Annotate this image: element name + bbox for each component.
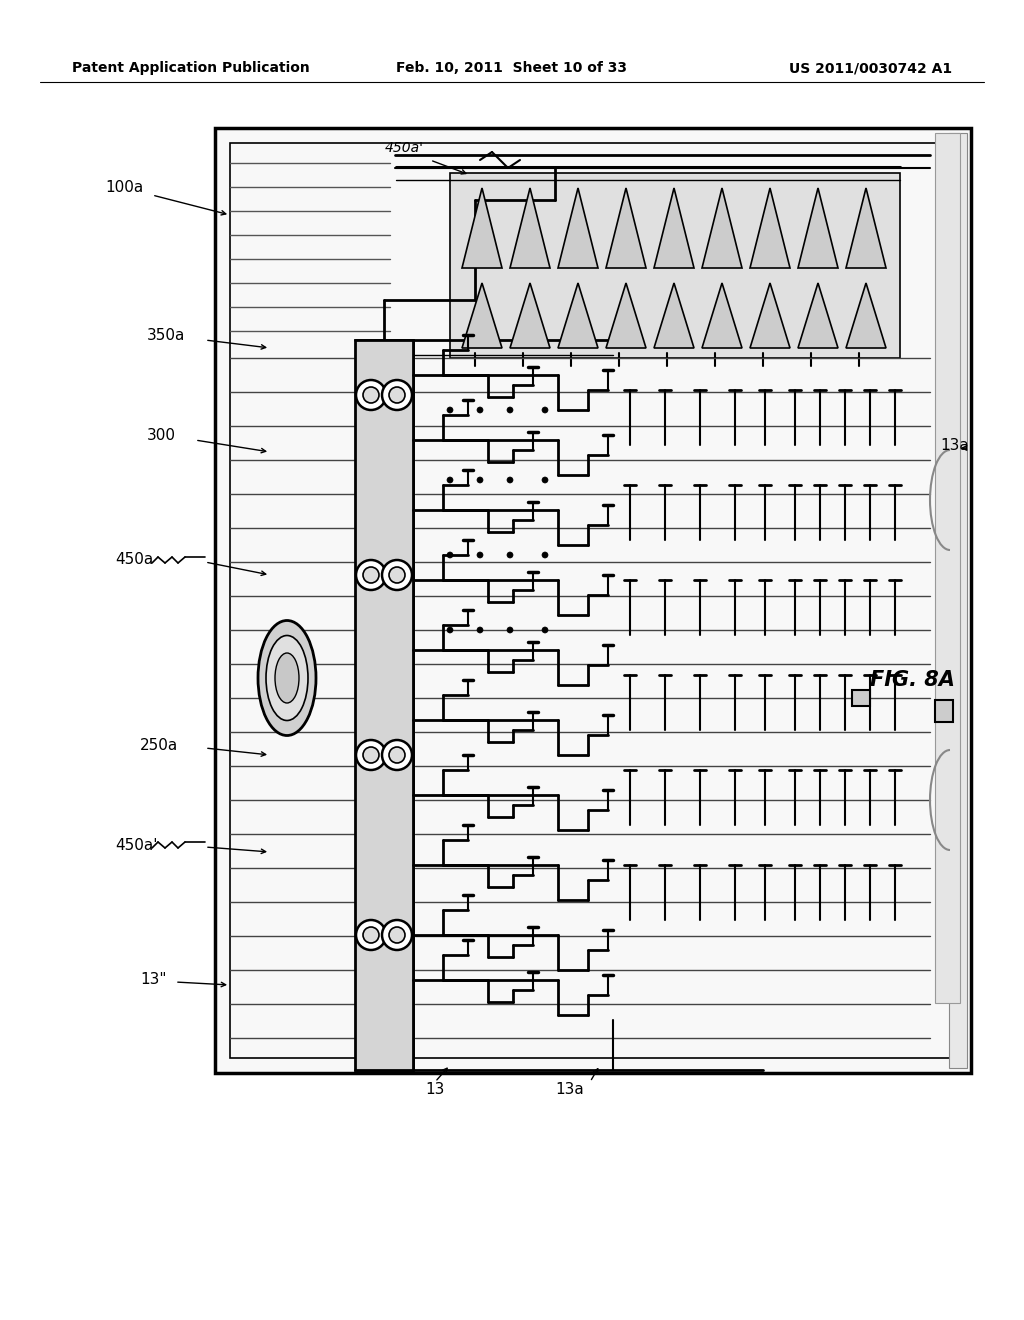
Text: 300: 300 [147,428,176,442]
Circle shape [542,407,548,413]
Text: 450a': 450a' [385,141,424,154]
Bar [355,341,413,1071]
Circle shape [382,380,412,411]
Text: 100a: 100a [105,181,143,195]
Circle shape [477,627,483,634]
Circle shape [389,747,406,763]
Ellipse shape [258,620,316,735]
Ellipse shape [266,635,308,721]
Polygon shape [846,187,886,268]
Circle shape [382,920,412,950]
Text: 13": 13" [140,973,167,987]
Circle shape [447,627,453,634]
Circle shape [356,920,386,950]
Circle shape [542,552,548,558]
Circle shape [507,627,513,634]
Polygon shape [558,282,598,348]
Text: 13: 13 [425,1082,444,1097]
Bar [949,133,967,1068]
Polygon shape [702,187,742,268]
Circle shape [542,627,548,634]
Bar [230,143,956,360]
Text: US 2011/0030742 A1: US 2011/0030742 A1 [788,61,952,75]
Ellipse shape [275,653,299,704]
Polygon shape [798,282,838,348]
Circle shape [362,387,379,403]
Polygon shape [606,282,646,348]
Circle shape [477,407,483,413]
Polygon shape [510,187,550,268]
Bar [215,128,971,1073]
Text: 13a: 13a [940,437,969,453]
Bar [935,133,961,1003]
Circle shape [477,552,483,558]
Polygon shape [654,187,694,268]
Text: 350a: 350a [147,327,185,342]
Circle shape [382,741,412,770]
Circle shape [362,927,379,942]
Polygon shape [606,187,646,268]
Polygon shape [846,282,886,348]
Circle shape [447,407,453,413]
Text: 13a: 13a [556,1082,585,1097]
Polygon shape [558,187,598,268]
Bar [450,173,900,358]
Polygon shape [462,187,502,268]
Polygon shape [462,282,502,348]
Circle shape [389,568,406,583]
Circle shape [507,477,513,483]
Circle shape [362,568,379,583]
Circle shape [356,741,386,770]
Text: Patent Application Publication: Patent Application Publication [72,61,309,75]
Circle shape [389,387,406,403]
Polygon shape [798,187,838,268]
Circle shape [356,380,386,411]
Polygon shape [750,187,790,268]
Polygon shape [750,282,790,348]
Circle shape [507,407,513,413]
Circle shape [507,552,513,558]
Bar [852,690,870,706]
Bar [935,700,953,722]
Circle shape [362,747,379,763]
Circle shape [382,560,412,590]
Circle shape [447,552,453,558]
Polygon shape [510,282,550,348]
Text: 250a: 250a [140,738,178,752]
Text: Feb. 10, 2011  Sheet 10 of 33: Feb. 10, 2011 Sheet 10 of 33 [396,61,628,75]
Circle shape [356,560,386,590]
Circle shape [389,927,406,942]
Circle shape [542,477,548,483]
Circle shape [477,477,483,483]
Text: 450a': 450a' [115,837,158,853]
Text: 450a: 450a [115,553,154,568]
Circle shape [447,477,453,483]
Bar [230,143,956,1059]
Polygon shape [654,282,694,348]
Text: FIG. 8A: FIG. 8A [870,671,954,690]
Polygon shape [702,282,742,348]
